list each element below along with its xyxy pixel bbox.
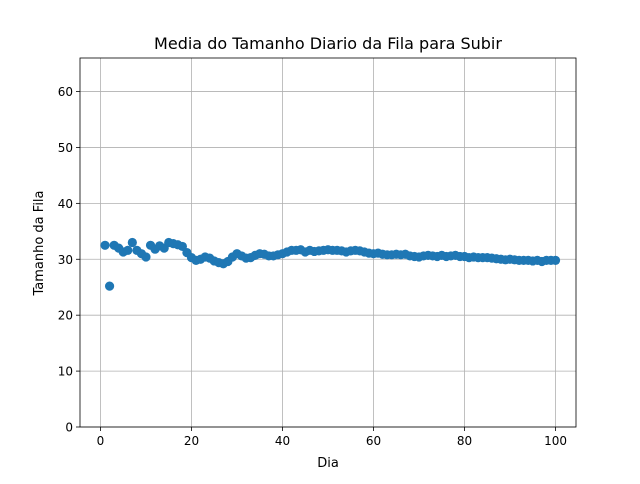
data-points	[100, 237, 561, 291]
data-point	[123, 245, 133, 255]
y-tick-label: 50	[58, 141, 73, 155]
y-tick-label: 0	[65, 421, 73, 435]
x-tick-label: 20	[184, 434, 199, 448]
y-axis-label: Tamanho da Fila	[32, 190, 47, 296]
y-tick-label: 30	[58, 253, 73, 267]
x-tick-label: 0	[97, 434, 105, 448]
x-tick-label: 100	[544, 434, 567, 448]
x-axis-ticks: 0 20 40 60 80 100	[97, 427, 567, 448]
data-point	[100, 240, 110, 250]
y-tick-label: 60	[58, 85, 73, 99]
y-tick-label: 10	[58, 365, 73, 379]
x-tick-label: 60	[366, 434, 381, 448]
y-axis-ticks: 0 10 20 30 40 50 60	[58, 85, 80, 435]
y-tick-label: 20	[58, 309, 73, 323]
data-point	[104, 281, 115, 291]
data-point	[141, 252, 151, 262]
plot-area-frame	[79, 57, 577, 428]
x-tick-label: 40	[275, 434, 290, 448]
x-tick-label: 80	[457, 434, 472, 448]
chart-title: Media do Tamanho Diario da Fila para Sub…	[154, 34, 502, 53]
y-tick-label: 40	[58, 197, 73, 211]
x-axis-label: Dia	[317, 456, 339, 471]
data-point	[550, 255, 561, 265]
data-point	[127, 237, 137, 248]
